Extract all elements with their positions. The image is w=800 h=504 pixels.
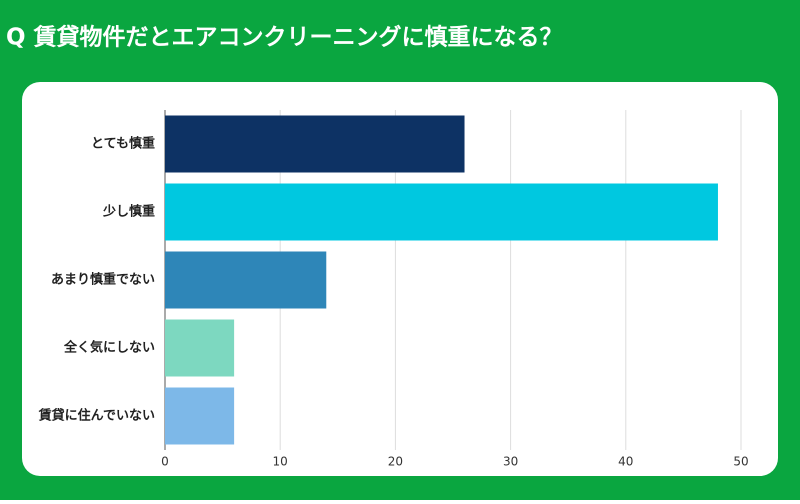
y-tick-label: 全く気にしない <box>63 340 155 356</box>
y-tick-label: 少し慎重 <box>102 204 155 220</box>
y-tick-label: 賃貸に住んでいない <box>38 408 155 424</box>
x-tick-label: 10 <box>273 455 288 469</box>
chart-title: Q 賃貸物件だとエアコンクリーニングに慎重になる？ <box>6 24 563 51</box>
bar <box>165 387 235 445</box>
y-tick-label: とても慎重 <box>91 136 155 152</box>
x-tick-label: 0 <box>161 455 169 469</box>
bar <box>165 319 235 377</box>
x-tick-label: 30 <box>503 455 518 469</box>
x-tick-label: 40 <box>618 455 633 469</box>
bar <box>165 183 718 241</box>
bar <box>165 251 327 309</box>
y-tick-label: あまり慎重でない <box>51 272 155 288</box>
panel <box>22 82 778 476</box>
x-tick-label: 50 <box>733 455 748 469</box>
x-tick-label: 20 <box>388 455 403 469</box>
bar <box>165 115 465 173</box>
